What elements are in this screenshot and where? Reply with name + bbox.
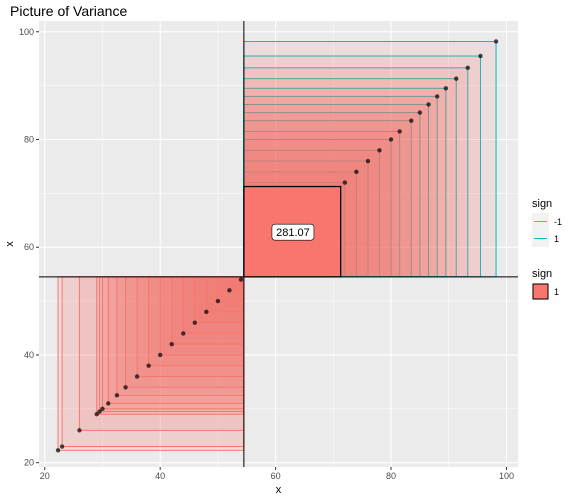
color-legend-label: -1 bbox=[554, 217, 562, 227]
data-point bbox=[377, 148, 382, 153]
y-tick-label: 20 bbox=[24, 458, 34, 468]
deviation-rect bbox=[57, 276, 245, 451]
deviation-rect bbox=[136, 276, 245, 378]
data-point bbox=[238, 277, 244, 282]
data-point bbox=[493, 39, 499, 44]
data-point bbox=[97, 409, 102, 414]
fill-legend-key bbox=[532, 283, 549, 300]
x-tick-label: 100 bbox=[499, 471, 514, 481]
color-legend-title: sign bbox=[532, 198, 552, 210]
data-point bbox=[55, 448, 61, 453]
data-point bbox=[192, 320, 198, 325]
data-point bbox=[465, 65, 470, 71]
data-point bbox=[169, 341, 174, 347]
data-point bbox=[388, 137, 394, 142]
y-axis-title: x bbox=[4, 241, 16, 247]
data-point bbox=[146, 363, 151, 368]
data-point bbox=[454, 76, 459, 81]
y-tick-label: 40 bbox=[24, 350, 34, 360]
y-tick-label: 60 bbox=[24, 242, 34, 252]
x-tick-label: 40 bbox=[155, 471, 165, 481]
data-point bbox=[204, 309, 209, 315]
data-point bbox=[443, 86, 449, 91]
variance-label: 281.07 bbox=[276, 227, 310, 239]
fill-legend-label: 1 bbox=[554, 287, 559, 297]
data-point bbox=[435, 94, 440, 99]
x-axis-title: x bbox=[276, 484, 282, 496]
data-point bbox=[417, 110, 423, 115]
data-point bbox=[227, 288, 232, 293]
data-point bbox=[100, 406, 105, 412]
axes: 20 40 60 80 100 20 40 60 80 100 x x bbox=[4, 27, 514, 496]
fill-legend-title: sign bbox=[532, 268, 552, 280]
data-points bbox=[55, 39, 499, 453]
data-point bbox=[123, 385, 128, 390]
color-legend-label: 1 bbox=[554, 234, 559, 244]
data-point bbox=[409, 118, 414, 123]
data-point bbox=[59, 444, 65, 449]
data-point bbox=[365, 158, 371, 164]
data-point bbox=[215, 298, 221, 304]
x-tick-label: 20 bbox=[40, 471, 50, 481]
x-tick-label: 80 bbox=[386, 471, 396, 481]
data-point bbox=[354, 169, 359, 175]
variance-square: 281.07 bbox=[243, 185, 342, 278]
data-point bbox=[342, 180, 348, 185]
data-point bbox=[94, 412, 99, 417]
deviation-rect bbox=[107, 276, 245, 404]
data-point bbox=[397, 129, 402, 134]
data-point bbox=[134, 374, 140, 379]
data-point bbox=[77, 428, 82, 433]
y-tick-label: 80 bbox=[24, 135, 34, 145]
data-point bbox=[181, 331, 186, 336]
data-point bbox=[106, 401, 111, 406]
data-point bbox=[157, 352, 163, 358]
variance-label-box bbox=[271, 223, 315, 241]
x-tick-label: 60 bbox=[271, 471, 281, 481]
data-point bbox=[114, 393, 120, 398]
y-tick-label: 100 bbox=[19, 27, 34, 37]
chart-title: Picture of Variance bbox=[10, 3, 128, 19]
deviation-rect bbox=[205, 276, 245, 313]
data-point bbox=[478, 53, 483, 59]
data-point bbox=[426, 102, 431, 107]
